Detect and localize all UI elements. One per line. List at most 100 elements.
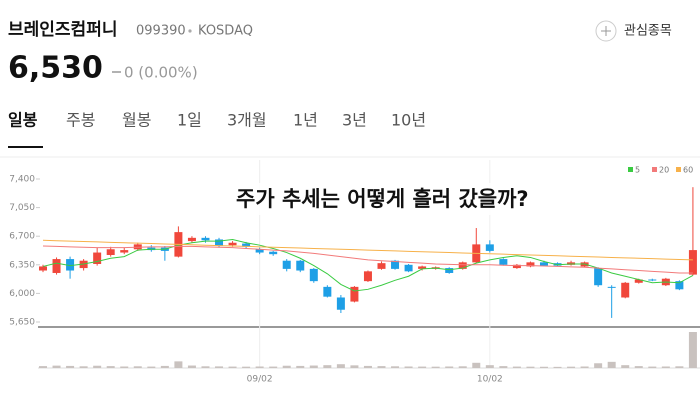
candle-body (120, 250, 129, 253)
candle-body (187, 237, 196, 242)
volume-bar (688, 332, 697, 368)
tab-bar: 일봉 주봉 월봉 1일 3개월 1년 3년 10년 (8, 111, 426, 130)
volume-bar (242, 366, 251, 368)
volume-bar (458, 366, 467, 368)
candle-body (52, 259, 61, 273)
candle-body (377, 263, 386, 269)
candle-body (39, 266, 47, 271)
legend-label: 20 (659, 166, 669, 175)
volume-bar (634, 366, 643, 368)
legend-swatch (652, 167, 657, 172)
volume-bar (485, 365, 494, 368)
volume-bar (553, 366, 562, 368)
volume-bar (66, 365, 75, 368)
tab[interactable]: 10년 (391, 111, 426, 130)
candle-body (607, 286, 616, 288)
volume-bar (675, 366, 684, 368)
volume-bar (255, 366, 264, 368)
volume-bar (418, 366, 427, 368)
price-change: 0 (0.00%) (124, 64, 198, 82)
candle-body (445, 268, 454, 273)
volume-bar (377, 366, 386, 368)
x-tick-label: 10/02 (477, 375, 503, 385)
y-tick-label: 6,000 (9, 289, 35, 299)
volume-bar (621, 365, 630, 368)
candle-body (350, 286, 359, 302)
volume-bar (567, 366, 576, 368)
price: 6,530 (8, 51, 103, 86)
y-tick-label: 5,650 (9, 318, 35, 328)
volume-bar (404, 366, 413, 368)
tab[interactable]: 월봉 (122, 111, 151, 130)
tab[interactable]: 3개월 (227, 111, 267, 130)
x-tick-label: 09/02 (247, 375, 273, 385)
volume-bar (580, 366, 589, 368)
volume-bar (309, 365, 318, 368)
candle-body (499, 259, 508, 265)
candle-body (66, 259, 75, 271)
volume-bar (661, 366, 670, 368)
tab[interactable]: 주봉 (66, 111, 95, 130)
volume-bar (39, 366, 47, 368)
candle-body (93, 252, 102, 264)
favorite-label[interactable]: 관심종목 (624, 24, 672, 39)
candle-body (215, 239, 224, 247)
candle-body (458, 262, 467, 269)
volume-bar (499, 366, 508, 368)
candle-body (296, 260, 305, 271)
volume-bar (648, 366, 657, 368)
candle-body (648, 279, 657, 281)
volume-bar (512, 366, 521, 368)
volume-bar (445, 366, 454, 368)
moving-average-line (42, 239, 693, 261)
volume-bar (120, 366, 129, 368)
candle-body (391, 260, 400, 269)
volume-bar (350, 365, 359, 368)
stock-code: 099390 (136, 24, 186, 39)
volume-bar (187, 365, 196, 368)
volume-bar (52, 365, 61, 368)
volume-bar (336, 364, 345, 368)
candle-body (255, 249, 264, 253)
stock-name: 브레인즈컴퍼니 (8, 19, 117, 40)
candle-body (228, 242, 237, 246)
candle-body (675, 281, 684, 290)
legend-label: 5 (635, 166, 640, 175)
y-tick-label: 6,350 (9, 260, 35, 270)
candle-body (418, 266, 427, 269)
candle-body (363, 271, 372, 282)
tab[interactable]: 1년 (293, 111, 318, 130)
candle-body (269, 251, 278, 255)
tab[interactable]: 1일 (177, 111, 202, 130)
y-tick-label: 7,050 (9, 203, 35, 213)
candle-body (688, 250, 697, 275)
stock-market: KOSDAQ (198, 24, 253, 39)
volume-bar (228, 366, 237, 368)
legend-swatch (676, 167, 681, 172)
candle-body (526, 262, 535, 267)
volume-bar (323, 365, 332, 368)
caption-box (232, 183, 614, 215)
candle-body (323, 286, 332, 297)
candle-body (634, 279, 643, 283)
volume-bar (282, 365, 291, 368)
volume-bar (79, 366, 88, 368)
tab[interactable]: 3년 (342, 111, 367, 130)
candle-body (201, 237, 210, 241)
volume-bar (174, 361, 183, 368)
tab[interactable]: 일봉 (8, 111, 38, 130)
volume-bar (607, 361, 616, 368)
volume-bar (160, 365, 169, 368)
moving-average-line (42, 238, 694, 292)
candle-body (336, 297, 345, 310)
plot: 5,650 6,000 6,350 6,700 7,050 7,400 09/02 10/02… (9, 160, 697, 385)
volume-bar (215, 366, 224, 368)
candle-body (309, 268, 318, 282)
favorite-icon[interactable] (595, 20, 617, 42)
candle-body (539, 262, 548, 266)
candle-body (485, 244, 494, 251)
volume-bar (201, 366, 210, 368)
volume-bar (363, 365, 372, 368)
favorite-button[interactable]: 관심종목 (595, 20, 672, 42)
